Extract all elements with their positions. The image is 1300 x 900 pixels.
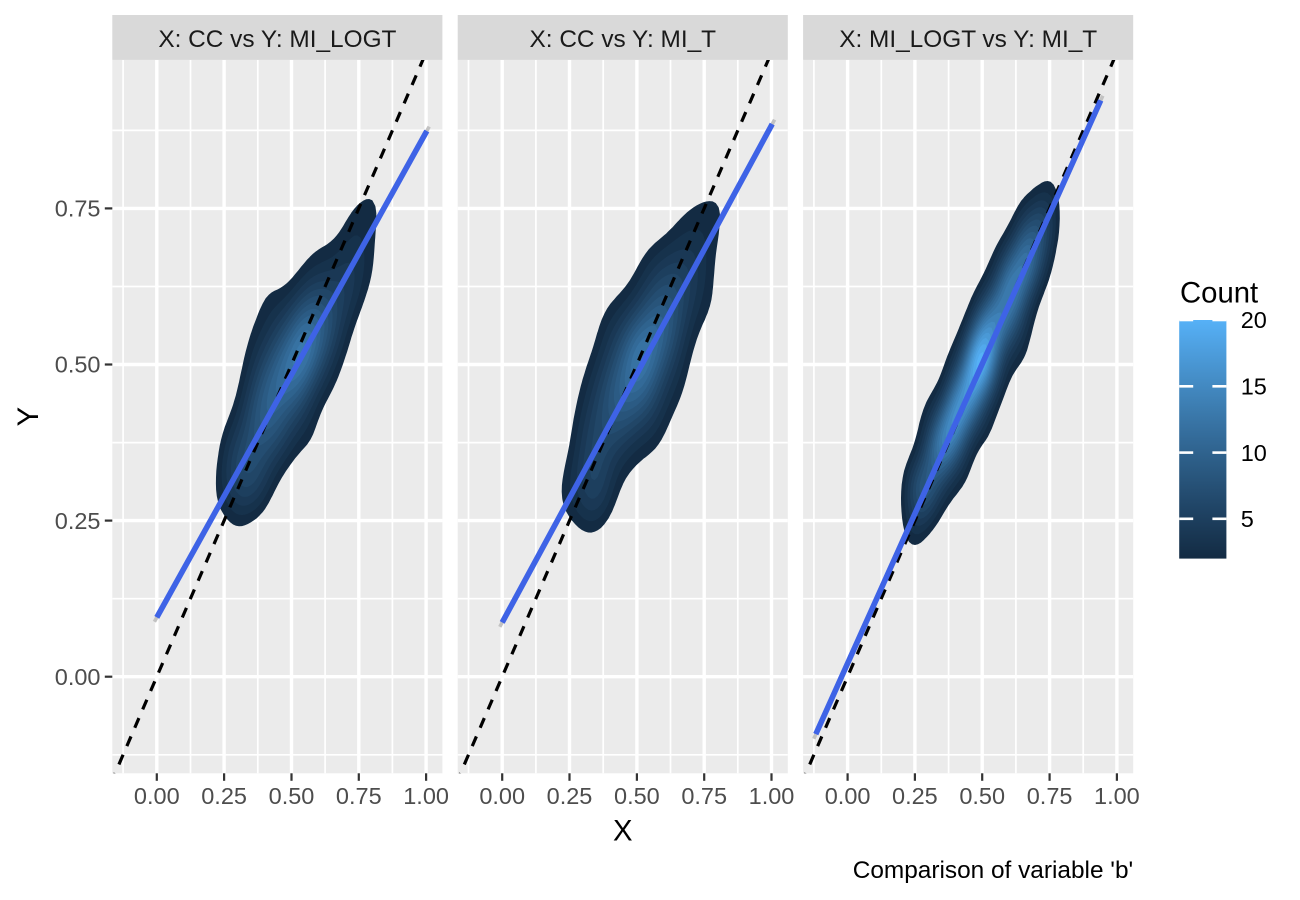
- svg-text:0.75: 0.75: [681, 783, 727, 809]
- svg-text:5: 5: [1241, 506, 1254, 532]
- svg-text:0.25: 0.25: [55, 508, 101, 534]
- svg-text:0.50: 0.50: [959, 783, 1005, 809]
- svg-text:X: MI_LOGT vs Y: MI_T: X: MI_LOGT vs Y: MI_T: [839, 26, 1097, 53]
- svg-text:Count: Count: [1180, 277, 1258, 310]
- svg-text:0.75: 0.75: [1027, 783, 1073, 809]
- svg-text:0.25: 0.25: [547, 783, 593, 809]
- svg-text:0.00: 0.00: [479, 783, 525, 809]
- svg-text:0.25: 0.25: [892, 783, 938, 809]
- svg-text:1.00: 1.00: [403, 783, 449, 809]
- svg-text:Comparison of variable 'b': Comparison of variable 'b': [853, 857, 1133, 884]
- svg-text:1.00: 1.00: [749, 783, 795, 809]
- svg-text:X: X: [613, 815, 633, 848]
- svg-text:0.25: 0.25: [201, 783, 247, 809]
- svg-text:0.00: 0.00: [55, 664, 101, 690]
- svg-text:0.00: 0.00: [825, 783, 871, 809]
- svg-text:0.50: 0.50: [55, 352, 101, 378]
- svg-text:20: 20: [1241, 307, 1267, 333]
- svg-text:Y: Y: [12, 407, 45, 427]
- svg-text:1.00: 1.00: [1094, 783, 1140, 809]
- svg-text:0.75: 0.75: [336, 783, 382, 809]
- svg-text:0.50: 0.50: [269, 783, 315, 809]
- svg-text:10: 10: [1241, 440, 1267, 466]
- svg-text:15: 15: [1241, 374, 1267, 400]
- svg-text:X: CC vs Y: MI_LOGT: X: CC vs Y: MI_LOGT: [158, 26, 396, 53]
- svg-text:0.75: 0.75: [55, 196, 101, 222]
- svg-text:0.50: 0.50: [614, 783, 660, 809]
- svg-text:0.00: 0.00: [134, 783, 180, 809]
- svg-text:X: CC vs Y: MI_T: X: CC vs Y: MI_T: [530, 26, 717, 53]
